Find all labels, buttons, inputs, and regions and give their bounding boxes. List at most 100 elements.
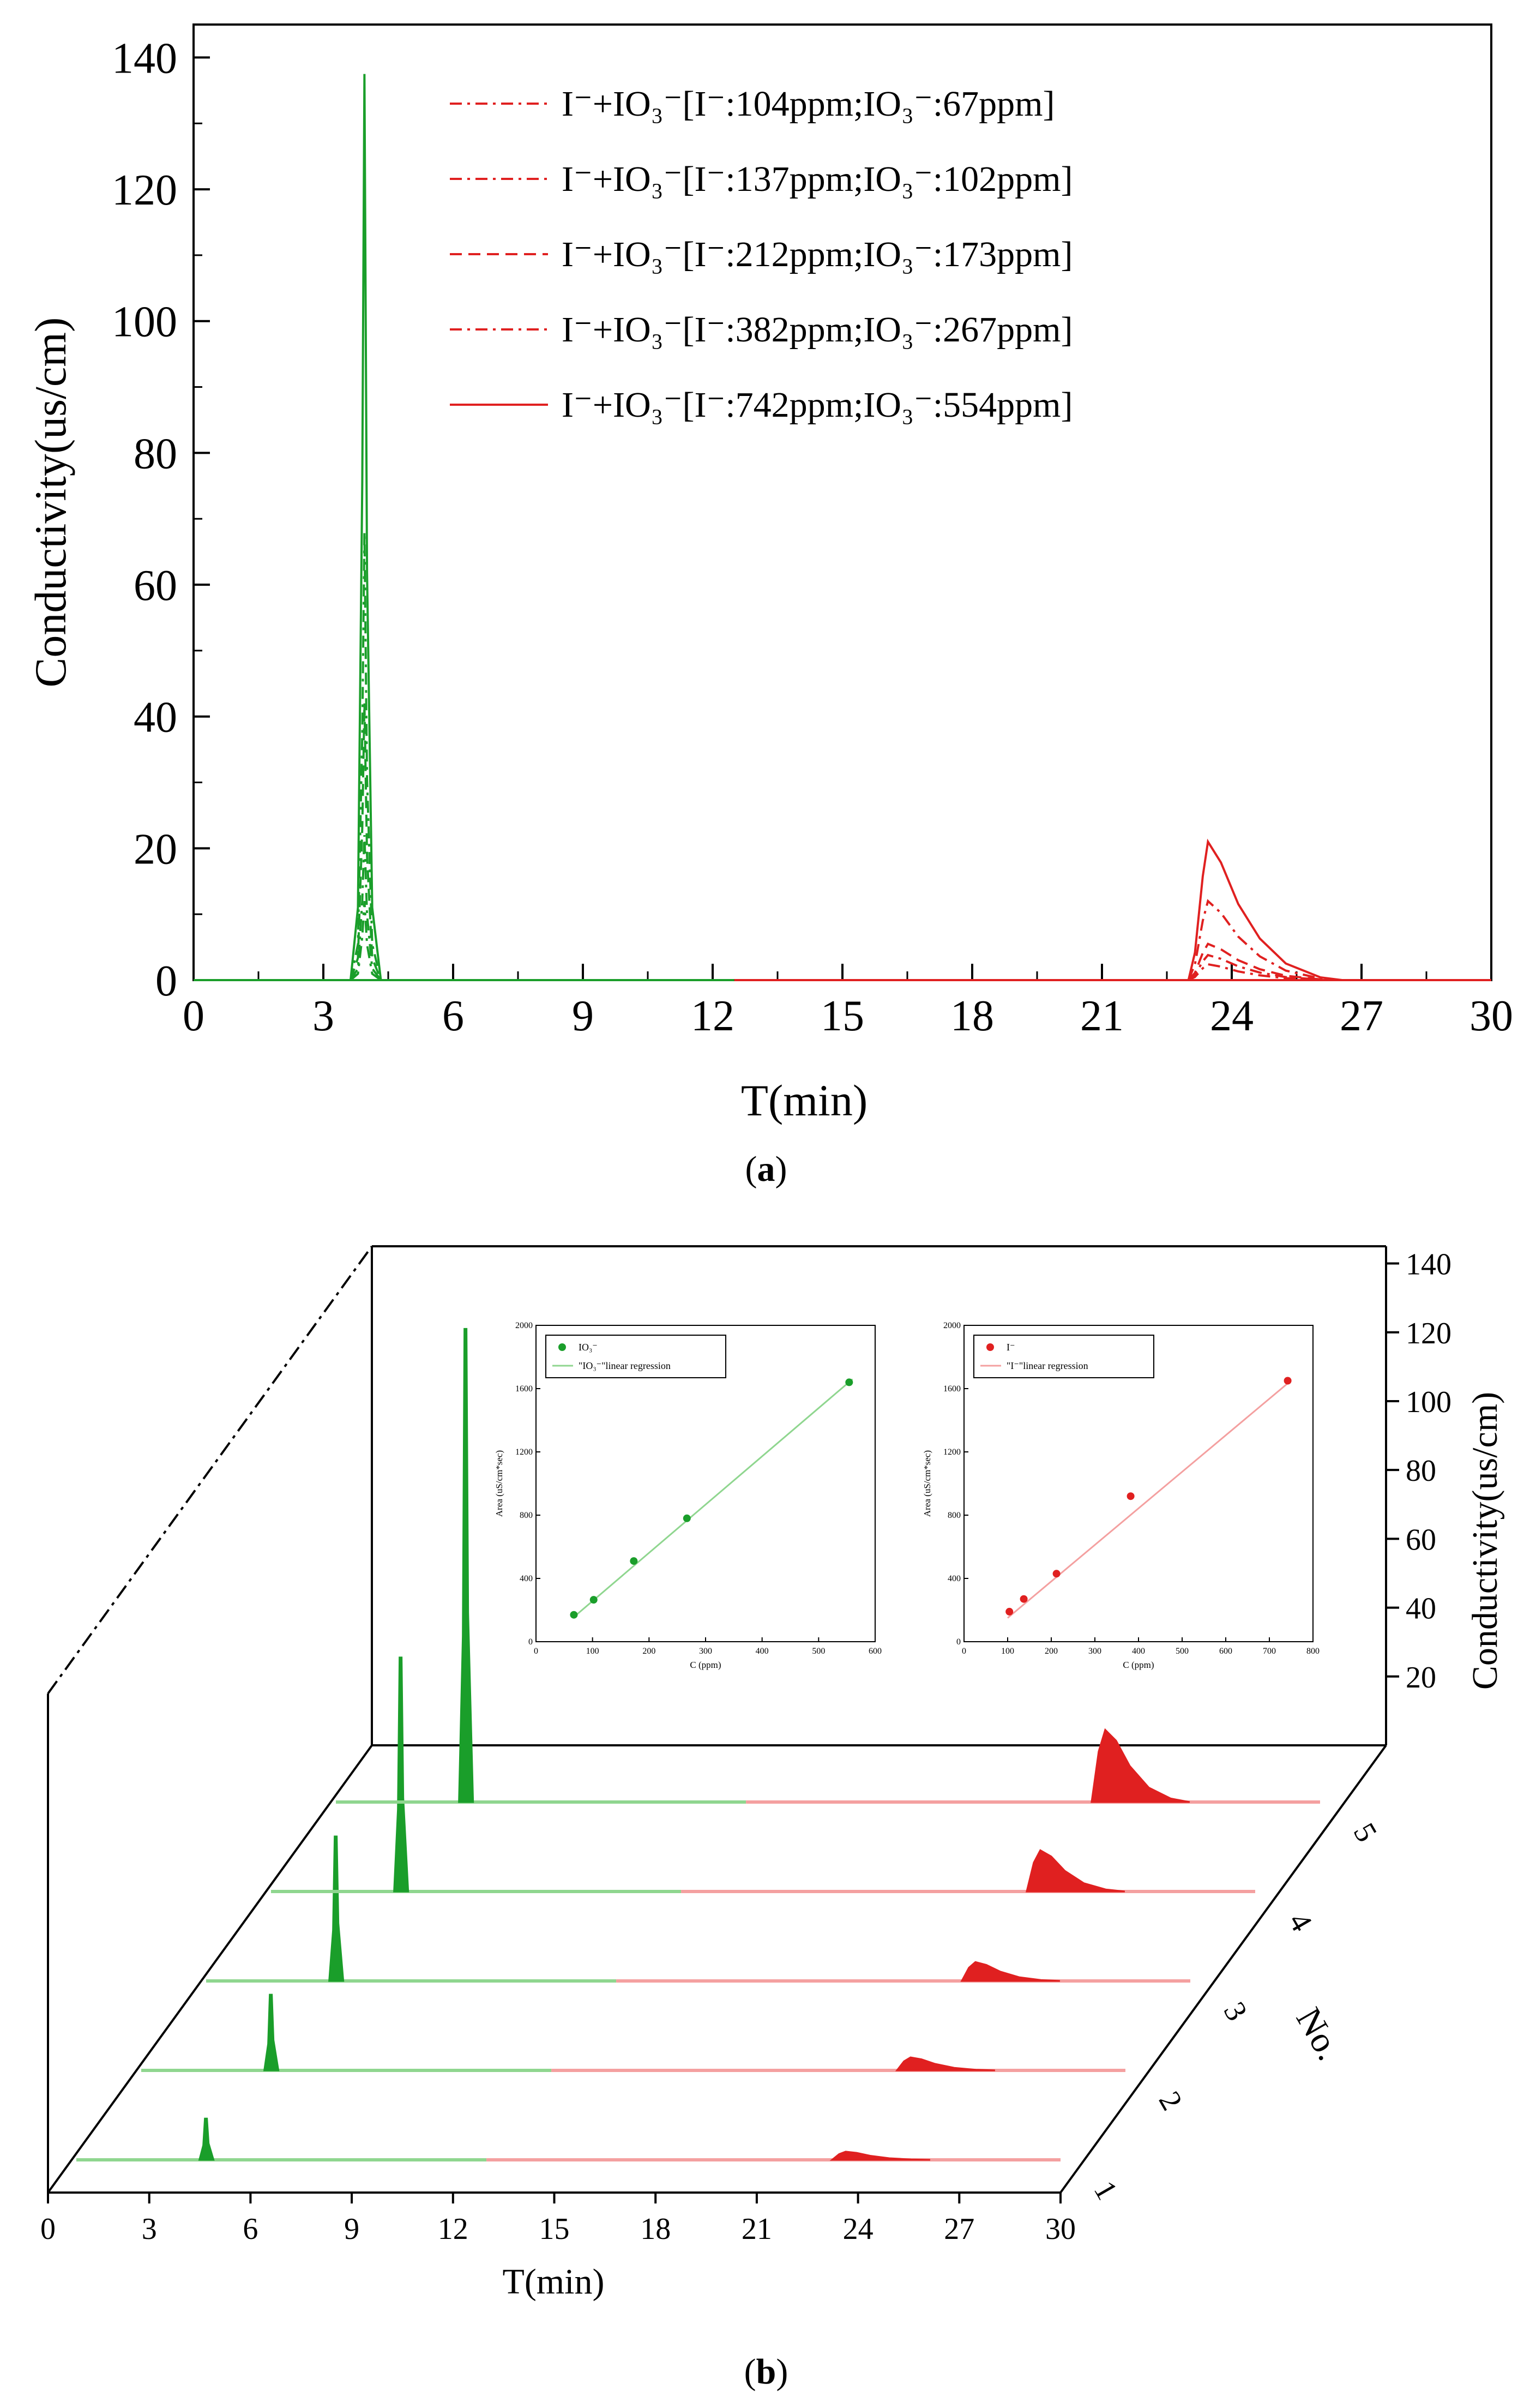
trace-5-iodate-peak <box>458 1328 474 1803</box>
panel-b-depth-axis-title: No. <box>1288 2001 1350 2067</box>
y-tick-label: 20 <box>1406 1661 1436 1695</box>
inset-y-tick-label: 1600 <box>943 1384 961 1394</box>
inset-y-tick-label: 400 <box>520 1574 533 1583</box>
inset-data-point <box>1127 1492 1135 1500</box>
panel-a-legend: I⁻+IO₃⁻[I⁻:104ppm;IO₃⁻:67ppm] I⁻+IO₃⁻[I⁻:… <box>450 84 1073 425</box>
x-tick-label: 9 <box>344 2212 359 2246</box>
inset-legend-marker <box>986 1343 994 1351</box>
y-tick-label: 0 <box>155 957 177 1005</box>
inset-x-tick-label: 0 <box>534 1647 538 1656</box>
inset-data-point <box>570 1611 578 1619</box>
panel-a-curves <box>194 74 1491 981</box>
y-tick-label: 80 <box>134 430 177 478</box>
inset-x-tick-label: 500 <box>1176 1647 1189 1656</box>
inset-y-tick-label: 0 <box>956 1637 961 1647</box>
y-tick-label: 140 <box>1406 1248 1451 1282</box>
inset-y-tick-label: 1600 <box>515 1384 533 1394</box>
inset-data-point <box>1005 1607 1014 1616</box>
inset-x-tick-label: 200 <box>1045 1647 1058 1656</box>
inset-legend-label: IO₃⁻ <box>579 1342 598 1353</box>
x-tick-label: 12 <box>438 2212 468 2246</box>
inset-x-tick-label: 800 <box>1306 1647 1320 1656</box>
inset-b-inset-2: 0 100 200 300 400 500 600 700 800 0 400 800 1200 1600… <box>922 1321 1320 1670</box>
x-tick-label: 18 <box>950 992 994 1040</box>
inset-regression-line <box>1007 1382 1290 1619</box>
trace-5-iodide-peak <box>1091 1728 1190 1803</box>
inset-legend-box <box>973 1335 1154 1378</box>
x-tick-label: 6 <box>243 2212 258 2246</box>
iodate-peak-212ppm/173ppm <box>350 703 382 981</box>
inset-y-tick-label: 1200 <box>515 1448 533 1457</box>
inset-data-point <box>845 1378 853 1386</box>
inset-x-tick-label: 500 <box>812 1647 825 1656</box>
inset-x-tick-label: 100 <box>1001 1647 1014 1656</box>
y-tick-label: 60 <box>1406 1523 1436 1557</box>
panel-b-floor-right-diagonal <box>1059 1744 1387 2194</box>
inset-y-tick-label: 800 <box>520 1511 533 1520</box>
inset-b-inset-1: 0 100 200 300 400 500 600 0 400 800 1200 1600 2000 C … <box>494 1321 882 1670</box>
depth-tick-label: 3 <box>1217 1996 1254 2026</box>
x-tick-label: 24 <box>843 2212 874 2246</box>
inset-y-tick-label: 2000 <box>515 1321 533 1330</box>
inset-x-tick-label: 400 <box>756 1647 769 1656</box>
panel-b-top-diagonal <box>47 1245 373 1695</box>
y-tick-label: 100 <box>112 298 177 346</box>
legend-label: I⁻+IO₃⁻[I⁻:104ppm;IO₃⁻:67ppm] <box>562 84 1055 124</box>
iodate-peak-742ppm/554ppm <box>349 74 382 981</box>
inset-data-point <box>630 1557 638 1565</box>
panel-a-y-axis-title: Conductivity(us/cm) <box>26 317 75 688</box>
x-tick-label: 30 <box>1045 2212 1076 2246</box>
trace-3-iodate-peak <box>328 1835 345 1982</box>
iodide-peak-137ppm/102ppm <box>1188 953 1342 981</box>
depth-tick-label: 5 <box>1347 1817 1384 1847</box>
panel-a-chart: 0 3 6 9 12 15 18 21 24 27 30 0 20 40 60 80 100 120 140 I⁻+… <box>26 23 1513 1189</box>
x-tick-label: 24 <box>1210 992 1254 1040</box>
depth-tick-label: 2 <box>1152 2086 1189 2116</box>
inset-y-tick-label: 2000 <box>943 1321 961 1330</box>
legend-label: I⁻+IO₃⁻[I⁻:742ppm;IO₃⁻:554ppm] <box>562 385 1073 425</box>
trace-4-iodate-peak <box>393 1656 409 1893</box>
iodate-peak-104ppm/67ppm <box>350 900 382 981</box>
inset-y-axis-title: Area (uS/cm*sec) <box>494 1450 504 1517</box>
trace-1-iodate-peak <box>198 2117 215 2161</box>
y-tick-label: 140 <box>112 34 177 82</box>
x-tick-label: 21 <box>742 2212 772 2246</box>
inset-data-point <box>683 1514 691 1522</box>
panel-b-traces <box>76 1328 1320 2161</box>
trace-4-iodide-peak <box>1025 1849 1125 1893</box>
panel-b-x-axis-title: T(min) <box>503 2262 605 2302</box>
panel-b-floor-left-diagonal <box>47 1744 373 2194</box>
inset-legend-label: "I⁻"linear regression <box>1007 1360 1088 1371</box>
x-tick-label: 6 <box>442 992 464 1040</box>
x-tick-label: 21 <box>1080 992 1124 1040</box>
depth-tick-label: 4 <box>1282 1907 1319 1937</box>
panel-a-ticks: 0 3 6 9 12 15 18 21 24 27 30 0 20 40 60 80 100 120 140 <box>112 34 1513 1040</box>
trace-3-iodide-peak <box>960 1961 1060 1982</box>
y-tick-label: 60 <box>134 562 177 610</box>
x-tick-label: 9 <box>572 992 594 1040</box>
inset-x-tick-label: 200 <box>642 1647 655 1656</box>
inset-y-tick-label: 0 <box>528 1637 533 1647</box>
iodide-peak-212ppm/173ppm <box>1188 942 1342 981</box>
inset-data-point <box>1052 1570 1061 1578</box>
iodate-peak-137ppm/102ppm <box>350 835 382 981</box>
inset-x-tick-label: 600 <box>1219 1647 1232 1656</box>
inset-legend-box <box>545 1335 726 1378</box>
x-tick-label: 30 <box>1469 992 1513 1040</box>
inset-legend-marker <box>558 1343 566 1351</box>
x-tick-label: 27 <box>1340 992 1383 1040</box>
panel-b-chart: 0 100 200 300 400 500 6000400800120016002000C … <box>40 1245 1505 2392</box>
inset-x-tick-label: 300 <box>699 1647 712 1656</box>
iodide-peak-382ppm/267ppm <box>1187 899 1342 981</box>
x-tick-label: 3 <box>142 2212 157 2246</box>
inset-regression-line <box>572 1378 853 1619</box>
legend-label: I⁻+IO₃⁻[I⁻:382ppm;IO₃⁻:267ppm] <box>562 310 1073 350</box>
inset-legend-label: I⁻ <box>1007 1342 1015 1353</box>
panel-a-x-axis-title: T(min) <box>741 1076 868 1125</box>
x-tick-label: 0 <box>40 2212 56 2246</box>
x-tick-label: 27 <box>944 2212 974 2246</box>
trace-2-iodate-peak <box>263 1993 280 2071</box>
inset-x-tick-label: 700 <box>1263 1647 1276 1656</box>
trace-1-iodide-peak <box>829 2151 930 2161</box>
